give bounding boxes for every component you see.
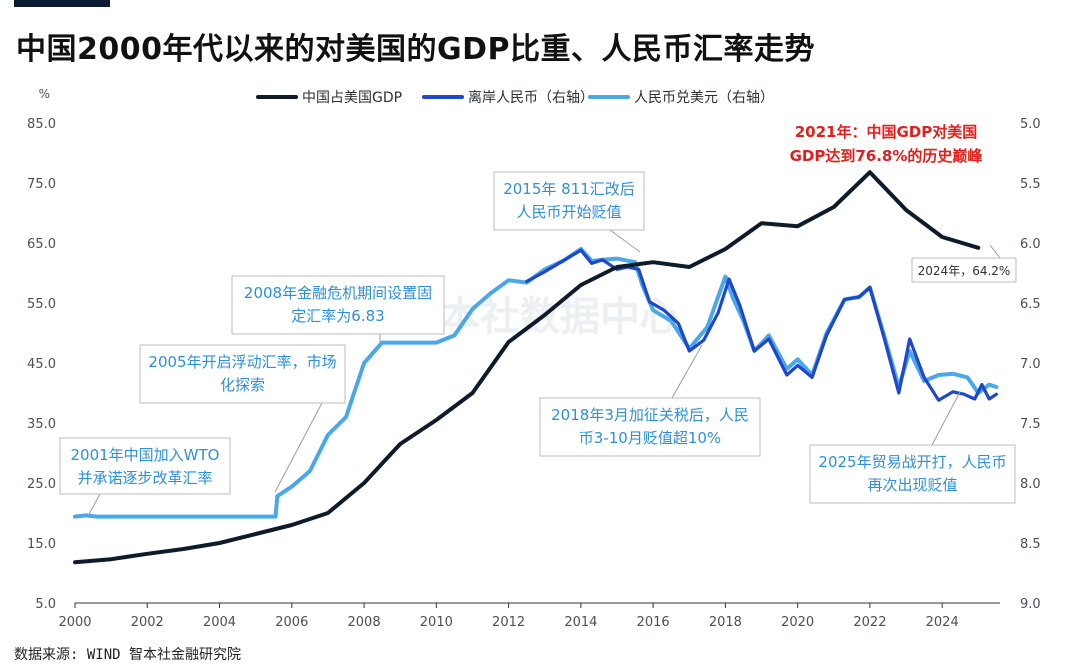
- x-tick-label: 2004: [203, 615, 236, 630]
- y-left-tick-label: 65.0: [27, 237, 56, 252]
- annotation-box: [911, 257, 1017, 283]
- legend-label-cnh: 离岸人民币（右轴）: [468, 89, 594, 106]
- y-left-tick-label: 75.0: [27, 177, 56, 192]
- annotation-leader: [671, 344, 703, 399]
- annotation-text: 定汇率为6.83: [291, 307, 384, 325]
- legend-label-cny: 人民币兑美元（右轴）: [634, 90, 774, 106]
- y-left-tick-label: 45.0: [27, 357, 56, 372]
- y-right-tick-label: 5.0: [1020, 117, 1041, 132]
- x-tick-label: 2012: [492, 615, 525, 630]
- annotation-text: 人民币开始贬值: [516, 203, 621, 221]
- y-right-tick-label: 8.5: [1020, 537, 1041, 552]
- annotation-box: [139, 344, 346, 404]
- annotation-leader: [931, 391, 961, 446]
- series-line-cnh: [525, 248, 998, 402]
- annotation-text: 化探索: [220, 376, 265, 394]
- series-line-gdp: [73, 170, 981, 565]
- x-tick-label: 2006: [275, 615, 308, 630]
- y-left-tick-label: 15.0: [27, 537, 56, 552]
- annotation-box: [59, 437, 231, 495]
- peak-annotation-line: 2021年：中国GDP对美国: [795, 123, 978, 141]
- annotation-text: 2005年开启浮动汇率，市场: [148, 353, 336, 371]
- y-right-tick-label: 6.0: [1020, 237, 1041, 252]
- left-axis-unit: %: [39, 87, 50, 101]
- annotation-box: [231, 275, 445, 335]
- annotation-text: 再次出现贬值: [867, 476, 957, 494]
- peak-annotation-line: GDP达到76.8%的历史巅峰: [790, 147, 984, 165]
- data-source-note: 数据来源: WIND 智本社金融研究院: [14, 647, 242, 663]
- chart-title: 中国2000年代以来的对美国的GDP比重、人民币汇率走势: [16, 32, 816, 67]
- x-tick-label: 2020: [781, 615, 814, 630]
- y-right-tick-label: 7.5: [1020, 417, 1041, 432]
- y-right-tick-label: 7.0: [1020, 357, 1041, 372]
- legend-label-gdp: 中国占美国GDP: [302, 90, 402, 106]
- y-right-tick-label: 9.0: [1020, 597, 1041, 612]
- annotation-text: 2015年 811汇改后: [503, 180, 635, 198]
- y-right-tick-label: 8.0: [1020, 477, 1041, 492]
- x-tick-label: 2002: [131, 615, 164, 630]
- y-left-tick-label: 25.0: [27, 477, 56, 492]
- annotation-text: 币3-10月贬值超10%: [579, 429, 721, 447]
- top-accent-bar: [0, 0, 1080, 8]
- annotation-leader: [989, 244, 1001, 259]
- annotation-text: 2018年3月加征关税后，人民: [551, 406, 749, 424]
- x-tick-label: 2000: [58, 615, 91, 630]
- x-tick-label: 2018: [709, 615, 742, 630]
- annotation-box: [539, 397, 761, 457]
- y-left-tick-label: 85.0: [27, 117, 56, 132]
- y-left-tick-label: 55.0: [27, 297, 56, 312]
- annotation-text: 2001年中国加入WTO: [71, 446, 220, 464]
- x-tick-label: 2014: [564, 615, 597, 630]
- annotation-leader: [609, 229, 641, 253]
- x-tick-label: 2016: [637, 615, 670, 630]
- y-left-tick-label: 5.0: [35, 597, 56, 612]
- annotation-box: [809, 444, 1016, 504]
- y-right-tick-label: 6.5: [1020, 297, 1041, 312]
- annotation-text: 2008年金融危机期间设置固: [244, 284, 432, 302]
- y-left-tick-label: 35.0: [27, 417, 56, 432]
- y-right-tick-label: 5.5: [1020, 177, 1041, 192]
- annotation-leader: [274, 402, 323, 493]
- annotation-text: 2025年贸易战开打，人民币: [818, 453, 1006, 471]
- annotation-text: 并承诺逐步改革汇率: [77, 469, 212, 487]
- x-tick-label: 2024: [926, 615, 959, 630]
- accent-stripe: [14, 0, 110, 7]
- x-tick-label: 2010: [420, 615, 453, 630]
- annotation-leader: [87, 493, 101, 517]
- x-tick-label: 2008: [348, 615, 381, 630]
- annotation-box: [493, 171, 645, 231]
- x-tick-label: 2022: [853, 615, 886, 630]
- annotation-text: 2024年，64.2%: [918, 264, 1011, 278]
